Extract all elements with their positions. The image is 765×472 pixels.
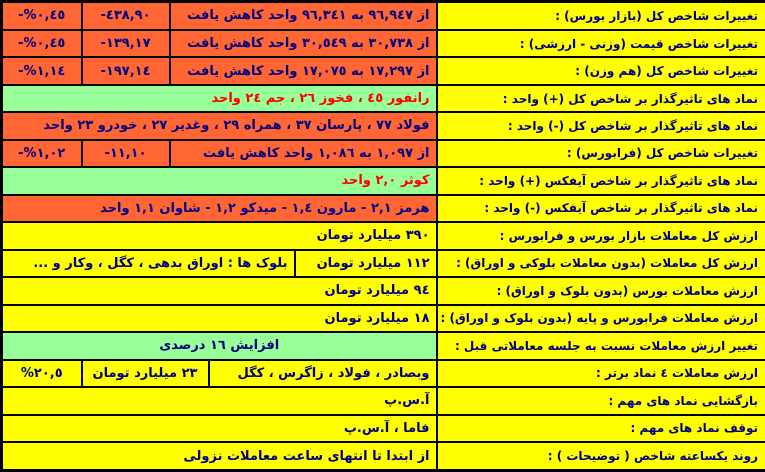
value-cell: آ.س.پ [0,386,438,416]
table-row: ٩٤ میلیارد تومان ارزش معاملات بورس (بدون … [0,276,765,306]
amount-cell: ٢٣ میلیارد تومان [80,358,210,389]
table-row: رانفور ٤٥ ، فخوز ٢٦ ، جم ٢٤ واحد نماد های… [0,83,765,114]
row-label: ارزش کل معاملات بازار بورس و فرابورس : [435,221,765,251]
amount-cell: ١١٢ میلیارد تومان [293,248,438,279]
value-cell: ٩٤ میلیارد تومان [0,276,438,306]
table-row: %٢٠,٥ ٢٣ میلیارد تومان وبصادر ، فولاد ، زا… [0,358,765,389]
percent-cell: -%١,٠٢ [0,138,83,169]
percent-cell: %٢٠,٥ [0,358,83,389]
row-label: تغییرات شاخص کل (بازار بورس) : [435,0,765,31]
percent-cell: -%١,١٤ [0,56,83,86]
table-row: آ.س.پ بازگشایی نماد های مهم : [0,386,765,416]
row-label: بازگشایی نماد های مهم : [435,386,765,416]
table-row: از ابتدا تا انتهای ساعت معاملات نزولی رون… [0,441,765,472]
change-cell: -١١,١٠ [80,138,171,169]
table-row: -%٠,٤٥ -٤٣٨,٩٠ از ٩٦,٩٤٧ به ٩٦,٣٤١ واحد کا… [0,0,765,31]
change-cell: -١٩٧,١٤ [80,56,171,86]
row-label: تغییرات شاخص قیمت (وزنی - ارزشی) : [435,28,765,59]
blocks-note-cell: بلوک ها : اوراق بدهی ، کگل ، وکار و ... [0,248,296,279]
change-cell: -١٣٩,١٧ [80,28,171,59]
value-cell: رانفور ٤٥ ، فخوز ٢٦ ، جم ٢٤ واحد [0,83,438,114]
table-row: -%١,٠٢ -١١,١٠ از ١,٠٩٧ به ١,٠٨٦ واحد کاهش … [0,138,765,169]
table-row: ٣٩٠ میلیارد تومان ارزش کل معاملات بازار ب… [0,221,765,251]
percent-cell: -%٠,٤٥ [0,0,83,31]
table-row: -%١,١٤ -١٩٧,١٤ از ١٧,٢٩٧ به ١٧,٠٧٥ واحد کا… [0,56,765,86]
value-cell: فولاد ٧٧ ، پارسان ٣٧ ، همراه ٢٩ ، وغدیر … [0,111,438,141]
table-row: بلوک ها : اوراق بدهی ، کگل ، وکار و ... ١… [0,248,765,279]
top-symbols-cell: وبصادر ، فولاد ، زاگرس ، کگل [207,358,438,389]
row-label: نماد های تاثیرگذار بر شاخص آیفکس (-) واح… [435,193,765,224]
row-label: ارزش معاملات ٤ نماد برتر : [435,358,765,389]
table-row: فولاد ٧٧ ، پارسان ٣٧ ، همراه ٢٩ ، وغدیر … [0,111,765,141]
row-label: ارزش معاملات بورس (بدون بلوک و اوراق) : [435,276,765,306]
change-cell: -٤٣٨,٩٠ [80,0,171,31]
table-row: -%٠,٤٥ -١٣٩,١٧ از ٣٠,٧٣٨ به ٣٠,٥٤٩ واحد کا… [0,28,765,59]
table-row: هرمز ٢,١ - مارون ١,٤ - میدکو ١,٢ - شاوان… [0,193,765,224]
value-cell: ٣٩٠ میلیارد تومان [0,221,438,251]
value-cell: ١٨ میلیارد تومان [0,303,438,334]
value-cell: افزایش ١٦ درصدی [0,331,438,361]
row-label: توقف نماد های مهم : [435,413,765,444]
desc-cell: از ١,٠٩٧ به ١,٠٨٦ واحد کاهش یافت [168,138,438,169]
table-row: فاما ، آ.س.پ توقف نماد های مهم : [0,413,765,444]
value-cell: فاما ، آ.س.پ [0,413,438,444]
row-label: نماد های تاثیرگذار بر شاخص آیفکس (+) واح… [435,166,765,196]
value-cell: از ابتدا تا انتهای ساعت معاملات نزولی [0,441,438,472]
row-label: ارزش کل معاملات (بدون معاملات بلوکی و او… [435,248,765,279]
row-label: تغییرات شاخص کل (فرابورس) : [435,138,765,169]
percent-cell: -%٠,٤٥ [0,28,83,59]
row-label: ارزش معاملات فرابورس و پایه (بدون بلوک و… [435,303,765,334]
row-label: تغییر ارزش معاملات نسبت به جلسه معاملاتی… [435,331,765,361]
desc-cell: از ٣٠,٧٣٨ به ٣٠,٥٤٩ واحد کاهش یافت [168,28,438,59]
desc-cell: از ١٧,٢٩٧ به ١٧,٠٧٥ واحد کاهش یافت [168,56,438,86]
value-cell: کوثر ٢,٠ واحد [0,166,438,196]
row-label: نماد های تاثیرگذار بر شاخص کل (-) واحد : [435,111,765,141]
table-row: کوثر ٢,٠ واحد نماد های تاثیرگذار بر شاخص … [0,166,765,196]
value-cell: هرمز ٢,١ - مارون ١,٤ - میدکو ١,٢ - شاوان… [0,193,438,224]
row-label: روند یکساعته شاخص ( توضیحات ) : [435,441,765,472]
table-row: ١٨ میلیارد تومان ارزش معاملات فرابورس و پ… [0,303,765,334]
row-label: نماد های تاثیرگذار بر شاخص کل (+) واحد : [435,83,765,114]
desc-cell: از ٩٦,٩٤٧ به ٩٦,٣٤١ واحد کاهش یافت [168,0,438,31]
row-label: تغییرات شاخص کل (هم وزن) : [435,56,765,86]
table-row: افزایش ١٦ درصدی تغییر ارزش معاملات نسبت ب… [0,331,765,361]
